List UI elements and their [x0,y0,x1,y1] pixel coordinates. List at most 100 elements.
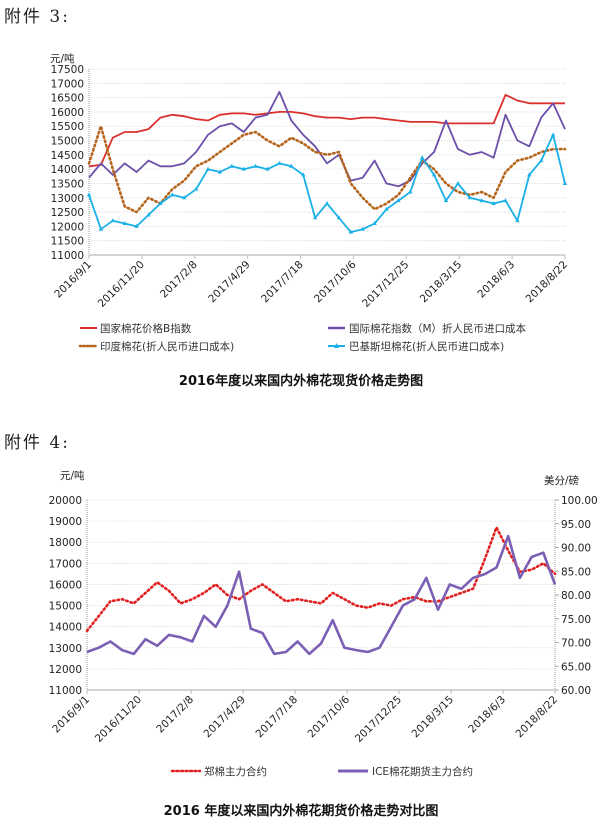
data-point-marker [217,169,223,174]
y-tick-label: 12000 [51,221,84,233]
y-tick-label: 11500 [51,236,84,248]
y-tick-label: 12000 [49,664,82,676]
series-line-0 [85,526,557,633]
y-tick-label: 11000 [51,250,84,262]
data-point-marker [229,163,234,168]
chart1-title: 2016年度以来国内外棉花现货价格走势图 [179,373,423,389]
y-tick-label: 16000 [51,107,84,119]
data-point-marker [384,206,389,211]
legend-marker-pakistan [334,343,339,348]
x-tick-label: 2017/7/18 [259,259,306,306]
chart2-legend: 郑棉主力合约 ICE棉花期货主力合约 [170,765,473,778]
y-tick-label: 17000 [51,78,84,90]
legend-label-m-index: 国际棉花指数（M）折人民币进口成本 [349,322,527,335]
legend-label-zhengzhou: 郑棉主力合约 [204,765,267,778]
series-line-1 [86,534,557,656]
chart2-ylabel-left: 元/吨 [60,469,85,482]
data-point-marker [170,192,175,197]
series-line-2 [87,124,567,214]
y-tick-label: 11000 [49,685,82,697]
x-tick-label: 2017/4/29 [206,259,253,306]
data-point-marker [193,186,199,191]
data-point-marker [479,198,484,203]
x-tick-label: 2017/2/8 [154,694,196,736]
y-tick-label: 17500 [51,64,84,76]
data-point-marker [455,180,461,185]
y-tick-label: 13000 [49,643,82,655]
data-point-marker [348,229,353,234]
data-point-marker [277,160,282,165]
data-point-marker [467,195,472,200]
y-right-tick-label: 75.00 [561,614,591,626]
y-right-tick-label: 100.00 [561,495,598,507]
y-tick-label: 18000 [49,537,82,549]
x-tick-label: 2017/12/25 [360,259,411,310]
data-point-marker [336,215,342,220]
y-tick-label: 17000 [49,558,82,570]
x-tick-label: 2016/9/1 [52,259,94,301]
data-point-marker [241,166,246,171]
data-point-marker [301,172,306,177]
y-right-tick-label: 80.00 [561,590,591,602]
data-point-marker [527,172,532,177]
x-tick-label: 2018/3/15 [418,259,465,306]
chart2-ylabel-right: 美分/磅 [544,474,579,487]
y-tick-label: 14000 [51,164,84,176]
y-tick-label: 15000 [49,601,82,613]
data-point-marker [289,163,294,168]
y-tick-label: 14500 [51,150,84,162]
y-tick-label: 14000 [49,622,82,634]
data-point-marker [562,180,568,185]
data-point-marker [205,166,211,171]
legend-label-pakistan: 巴基斯坦棉花(折人民币进口成本) [349,340,504,353]
legend-label-ice: ICE棉花期货主力合约 [372,765,473,778]
data-point-marker [431,172,437,177]
series-line-0 [88,93,565,168]
y-tick-label: 16000 [49,579,82,591]
data-point-marker [134,223,139,228]
data-point-marker [146,212,151,217]
y-right-tick-label: 85.00 [561,566,591,578]
x-tick-label: 2016/11/20 [96,259,147,310]
x-tick-label: 2018/6/3 [475,259,517,301]
y-right-tick-label: 65.00 [561,661,591,673]
data-point-marker [182,195,187,200]
y-tick-label: 13000 [51,193,84,205]
x-tick-label: 2018/8/22 [514,694,561,741]
x-tick-label: 2016/11/20 [93,694,144,745]
series-line-1 [88,91,566,188]
y-right-tick-label: 95.00 [561,519,591,531]
data-point-marker [312,215,318,220]
chart1-ylabel: 元/吨 [50,52,75,65]
data-point-marker [360,226,365,231]
x-tick-label: 2018/8/22 [524,259,571,306]
data-point-marker [503,198,508,203]
attachment-4-label: 附件 4: [4,433,70,453]
data-point-marker [372,221,377,226]
data-point-marker [539,158,544,163]
data-point-marker [420,155,425,160]
data-point-marker [98,226,104,231]
data-point-marker [265,166,270,171]
y-right-tick-label: 70.00 [561,638,591,650]
y-tick-label: 13500 [51,178,84,190]
attachment-3-label: 附件 3: [4,7,70,27]
data-point-marker [550,132,556,137]
y-tick-label: 15500 [51,121,84,133]
data-point-marker [491,200,496,205]
data-point-marker [443,198,449,203]
chart1-legend: 国家棉花价格B指数 国际棉花指数（M）折人民币进口成本 印度棉花(折人民币进口成… [78,322,527,353]
x-tick-label: 2017/7/18 [254,694,301,741]
data-point-marker [253,163,258,168]
x-tick-label: 2017/12/25 [353,694,404,745]
y-tick-label: 12500 [51,207,84,219]
legend-label-india: 印度棉花(折人民币进口成本) [100,340,234,353]
data-point-marker [515,218,520,223]
chart2-title: 2016 年度以来国内外棉花期货价格走势对比图 [164,803,439,819]
data-point-marker [122,221,127,226]
y-right-tick-label: 90.00 [561,543,591,555]
x-tick-label: 2016/9/1 [50,694,92,736]
x-tick-label: 2017/10/6 [312,258,359,305]
data-point-marker [396,198,401,203]
